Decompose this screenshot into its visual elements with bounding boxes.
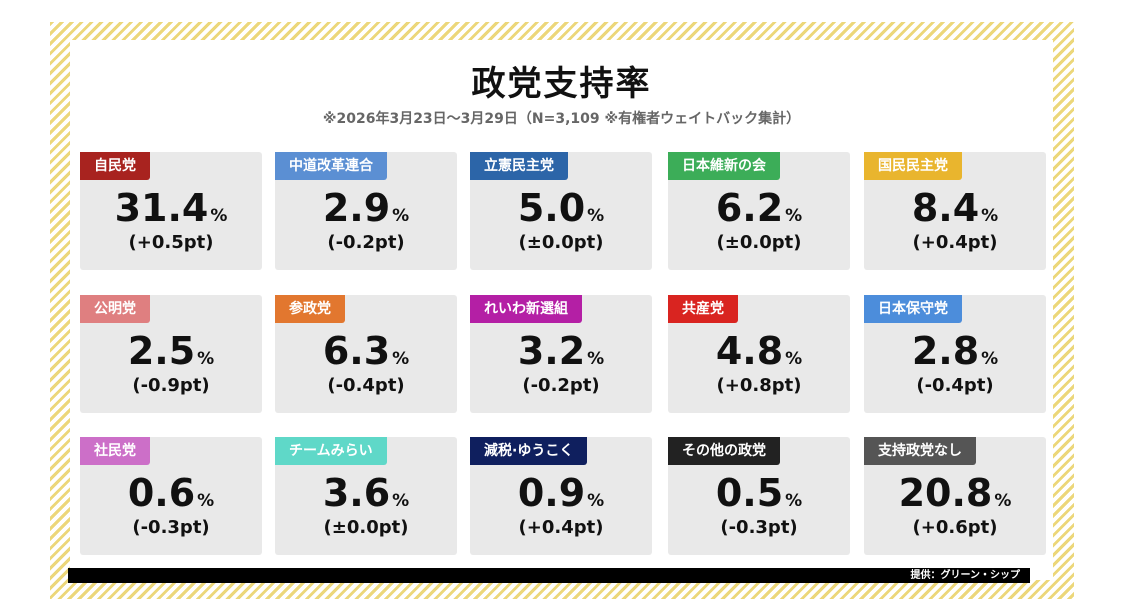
percent-unit: % (197, 491, 215, 511)
change-value: (-0.4pt) (916, 375, 994, 396)
percent-unit: % (392, 206, 410, 226)
percent-unit: % (981, 349, 999, 369)
change-value: (-0.9pt) (132, 375, 210, 396)
change-value: (±0.0pt) (716, 232, 802, 253)
support-rate-value: 4.8 (715, 329, 784, 373)
support-rate: 6.2% (668, 186, 850, 230)
party-name-tag: 自民党 (80, 152, 150, 180)
support-rate: 3.6% (275, 471, 457, 515)
support-rate-value: 3.6 (322, 471, 391, 515)
party-name-tag: 日本保守党 (864, 295, 962, 323)
percent-unit: % (587, 491, 605, 511)
support-rate-value: 2.5 (127, 329, 196, 373)
party-name-tag: チームみらい (275, 437, 387, 465)
party-name-tag: 減税·ゆうこく (470, 437, 588, 465)
percent-unit: % (785, 349, 803, 369)
percent-unit: % (785, 491, 803, 511)
party-card: 立憲民主党 5.0% (±0.0pt) (470, 152, 652, 270)
support-rate: 0.6% (80, 471, 262, 515)
hatched-frame: 政党支持率 ※2026年3月23日～3月29日（N=3,109 ※有権者ウェイト… (50, 22, 1074, 599)
support-rate-value: 0.6 (127, 471, 196, 515)
support-rate: 2.5% (80, 329, 262, 373)
percent-unit: % (994, 491, 1012, 511)
party-name-tag: 中道改革連合 (275, 152, 387, 180)
percent-unit: % (210, 206, 228, 226)
party-name-tag: 共産党 (668, 295, 738, 323)
support-rate-value: 6.3 (322, 329, 391, 373)
party-card: 減税·ゆうこく 0.9% (+0.4pt) (470, 437, 652, 555)
change-value: (±0.0pt) (518, 232, 604, 253)
party-card: 日本保守党 2.8% (-0.4pt) (864, 295, 1046, 413)
party-name-tag: その他の政党 (668, 437, 780, 465)
support-rate-value: 2.8 (911, 329, 980, 373)
support-rate: 6.3% (275, 329, 457, 373)
change-value: (+0.6pt) (912, 517, 998, 538)
party-name-tag: 立憲民主党 (470, 152, 568, 180)
party-name-tag: 日本維新の会 (668, 152, 780, 180)
party-name-tag: 社民党 (80, 437, 150, 465)
infographic-panel: 政党支持率 ※2026年3月23日～3月29日（N=3,109 ※有権者ウェイト… (68, 40, 1053, 583)
support-rate-value: 20.8 (898, 471, 993, 515)
support-rate: 2.9% (275, 186, 457, 230)
party-card: 社民党 0.6% (-0.3pt) (80, 437, 262, 555)
party-name-tag: 公明党 (80, 295, 150, 323)
support-rate-value: 6.2 (715, 186, 784, 230)
change-value: (+0.4pt) (912, 232, 998, 253)
support-rate-value: 31.4 (114, 186, 209, 230)
party-name-tag: 支持政党なし (864, 437, 976, 465)
party-card: 共産党 4.8% (+0.8pt) (668, 295, 850, 413)
survey-note: ※2026年3月23日～3月29日（N=3,109 ※有権者ウェイトバック集計） (322, 111, 801, 127)
change-value: (+0.5pt) (128, 232, 214, 253)
support-rate-value: 0.9 (517, 471, 586, 515)
party-card: 中道改革連合 2.9% (-0.2pt) (275, 152, 457, 270)
credit-text: 提供：グリーン・シップ (910, 570, 1021, 581)
change-value: (-0.3pt) (132, 517, 210, 538)
change-value: (-0.2pt) (327, 232, 405, 253)
support-rate: 5.0% (470, 186, 652, 230)
change-value: (+0.4pt) (518, 517, 604, 538)
party-card: 日本維新の会 6.2% (±0.0pt) (668, 152, 850, 270)
percent-unit: % (392, 491, 410, 511)
support-rate: 20.8% (864, 471, 1046, 515)
party-card: 支持政党なし 20.8% (+0.6pt) (864, 437, 1046, 555)
percent-unit: % (197, 349, 215, 369)
party-card: 公明党 2.5% (-0.9pt) (80, 295, 262, 413)
percent-unit: % (587, 349, 605, 369)
page-title: 政党支持率 (471, 64, 652, 104)
support-rate-value: 8.4 (911, 186, 980, 230)
change-value: (±0.0pt) (323, 517, 409, 538)
percent-unit: % (981, 206, 999, 226)
percent-unit: % (587, 206, 605, 226)
support-rate: 3.2% (470, 329, 652, 373)
support-rate-value: 5.0 (517, 186, 586, 230)
percent-unit: % (785, 206, 803, 226)
support-rate-value: 0.5 (715, 471, 784, 515)
support-rate: 0.5% (668, 471, 850, 515)
change-value: (-0.3pt) (720, 517, 798, 538)
support-rate-value: 3.2 (517, 329, 586, 373)
change-value: (-0.4pt) (327, 375, 405, 396)
support-rate: 0.9% (470, 471, 652, 515)
party-name-tag: 国民民主党 (864, 152, 962, 180)
support-rate-value: 2.9 (322, 186, 391, 230)
party-card: 参政党 6.3% (-0.4pt) (275, 295, 457, 413)
footer-bar: 提供：グリーン・シップ (68, 568, 1030, 583)
party-name-tag: 参政党 (275, 295, 345, 323)
party-card: 国民民主党 8.4% (+0.4pt) (864, 152, 1046, 270)
party-card: チームみらい 3.6% (±0.0pt) (275, 437, 457, 555)
party-name-tag: れいわ新選組 (470, 295, 582, 323)
party-card: れいわ新選組 3.2% (-0.2pt) (470, 295, 652, 413)
change-value: (-0.2pt) (522, 375, 600, 396)
support-rate: 8.4% (864, 186, 1046, 230)
support-rate: 4.8% (668, 329, 850, 373)
change-value: (+0.8pt) (716, 375, 802, 396)
party-card: 自民党 31.4% (+0.5pt) (80, 152, 262, 270)
percent-unit: % (392, 349, 410, 369)
support-rate: 2.8% (864, 329, 1046, 373)
party-card: その他の政党 0.5% (-0.3pt) (668, 437, 850, 555)
support-rate: 31.4% (80, 186, 262, 230)
